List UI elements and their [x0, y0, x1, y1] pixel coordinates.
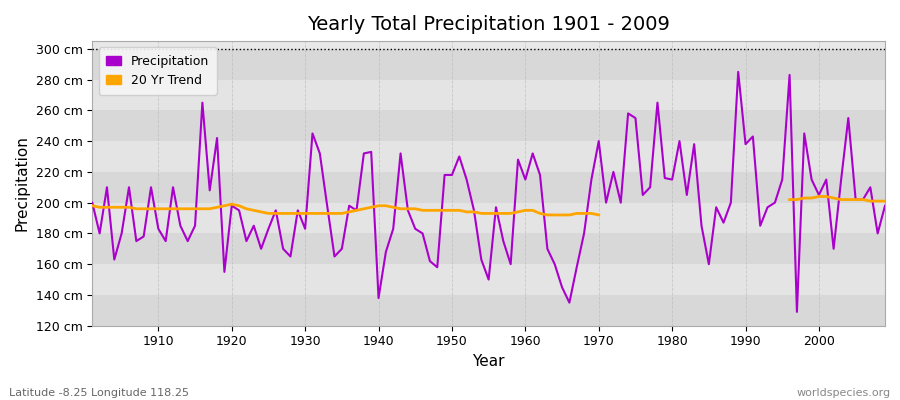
Y-axis label: Precipitation: Precipitation — [15, 136, 30, 231]
Bar — [93, 80, 885, 110]
Title: Yearly Total Precipitation 1901 - 2009: Yearly Total Precipitation 1901 - 2009 — [307, 15, 670, 34]
Bar — [93, 172, 885, 203]
Bar — [93, 234, 885, 264]
Text: Latitude -8.25 Longitude 118.25: Latitude -8.25 Longitude 118.25 — [9, 388, 189, 398]
Text: worldspecies.org: worldspecies.org — [796, 388, 891, 398]
Legend: Precipitation, 20 Yr Trend: Precipitation, 20 Yr Trend — [98, 47, 217, 95]
X-axis label: Year: Year — [472, 354, 505, 369]
Bar — [93, 264, 885, 295]
Bar — [93, 141, 885, 172]
Bar — [93, 110, 885, 141]
Bar — [93, 203, 885, 234]
Bar — [93, 49, 885, 80]
Bar — [93, 295, 885, 326]
